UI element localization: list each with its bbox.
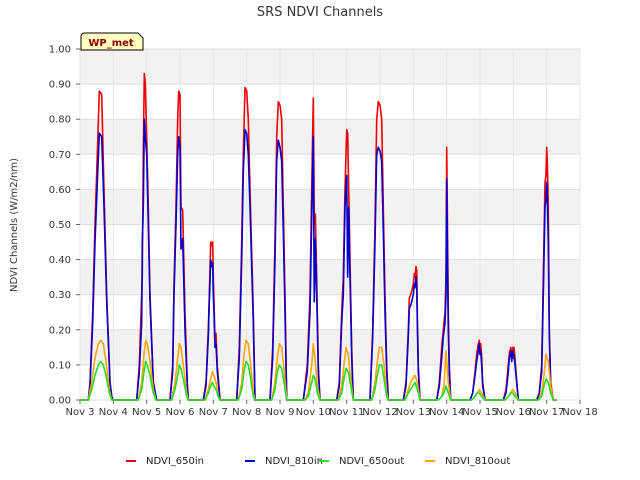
grid-band [80, 49, 580, 85]
plot-background [79, 48, 581, 401]
x-tick-label: Nov 15 [462, 407, 497, 418]
y-tick-label: 1.00 [49, 45, 71, 56]
station-badge: WP_met [80, 32, 144, 51]
y-tick-label: 0.00 [49, 396, 71, 407]
badge-box [80, 32, 144, 51]
y-tick-label: 0.70 [49, 150, 71, 161]
grid-band [80, 119, 580, 155]
series-line-ndvi-650out [80, 360, 557, 401]
y-tick-label: 0.20 [49, 325, 71, 336]
x-tick-label: Nov 6 [165, 407, 194, 418]
x-tick-label: Nov 4 [99, 407, 128, 418]
x-tick-label: Nov 18 [562, 407, 597, 418]
x-tick-label: Nov 14 [429, 407, 464, 418]
y-tick-label: 0.90 [49, 80, 71, 91]
y-axis-ticks: 0.00 0.10 0.20 0.30 0.40 0.50 0.60 0.70 0.80 0.90… [49, 45, 80, 407]
x-tick-label: Nov 10 [296, 407, 331, 418]
y-axis-label: NDVI Channels (W/m2/nm) [9, 158, 20, 292]
x-tick-label: Nov 8 [232, 407, 261, 418]
x-tick-label: Nov 12 [362, 407, 397, 418]
grid-band [80, 189, 580, 225]
legend-label: NDVI_810in [265, 456, 323, 467]
grid-band [80, 259, 580, 295]
y-tick-label: 0.30 [49, 290, 71, 301]
legend-item-ndvi-650out: NDVI_650out [319, 456, 404, 467]
legend-item-ndvi-650in: NDVI_650in [126, 456, 204, 467]
y-tick-label: 0.40 [49, 255, 71, 266]
x-tick-label: Nov 13 [396, 407, 431, 418]
x-tick-label: Nov 7 [199, 407, 228, 418]
x-tick-label: Nov 16 [496, 407, 531, 418]
chart-title: SRS NDVI Channels [257, 5, 383, 20]
y-tick-label: 0.50 [49, 220, 71, 231]
y-tick-label: 0.10 [49, 360, 71, 371]
badge-label: WP_met [88, 38, 134, 49]
grid-band [80, 329, 580, 365]
y-tick-label: 0.60 [49, 185, 71, 196]
x-axis-ticks: Nov 3 Nov 4 Nov 5 Nov 6 Nov 7 Nov 8 Nov 9 Nov 1… [65, 400, 598, 418]
legend-label: NDVI_650out [339, 456, 404, 467]
legend-item-ndvi-810in: NDVI_810in [245, 456, 323, 467]
y-tick-label: 0.80 [49, 115, 71, 126]
legend-label: NDVI_650in [146, 456, 204, 467]
x-tick-label: Nov 5 [132, 407, 161, 418]
legend-item-ndvi-810out: NDVI_810out [425, 456, 510, 467]
series-lines [80, 72, 557, 401]
legend-label: NDVI_810out [445, 456, 510, 467]
legend: NDVI_650in NDVI_810in NDVI_650out NDVI_810o… [126, 456, 510, 467]
x-tick-label: Nov 17 [529, 407, 564, 418]
x-tick-label: Nov 9 [265, 407, 294, 418]
x-tick-label: Nov 11 [329, 407, 364, 418]
x-tick-label: Nov 3 [65, 407, 94, 418]
